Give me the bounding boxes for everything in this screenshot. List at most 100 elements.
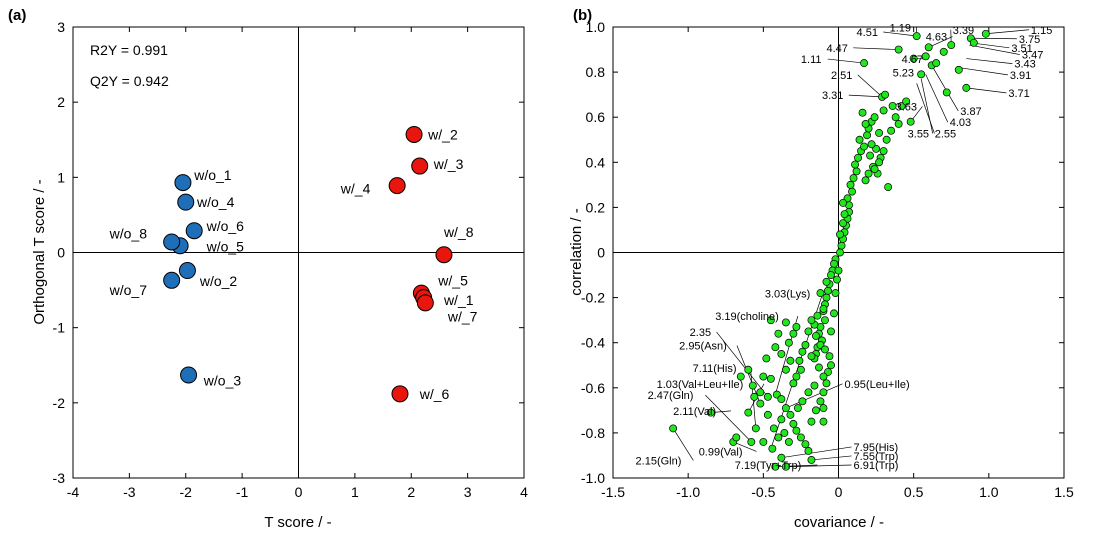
loading-point [816,289,825,298]
loading-point [768,444,777,453]
loading-point [825,352,834,361]
loading-point [860,59,869,68]
loading-point [822,277,831,286]
loading-point [827,271,835,279]
y-tick-label: 1 [57,169,65,185]
annotation-label: 4.47 [826,43,847,55]
annotation-leader [733,441,757,452]
x-tick-label: -4 [67,484,80,500]
loading-point [822,379,831,388]
annotation-leader [985,29,1029,35]
x-tick-label: 1 [351,484,359,500]
loading-point [836,230,844,239]
annotation-label: 1.03(Val+Leu+Ile) [657,379,744,391]
annotation-label: 3.39 [953,25,974,37]
x-tick-label: 0.5 [904,484,924,500]
loading-point [836,248,844,257]
annotation-label: 2.35 [690,327,711,339]
loading-point [812,331,820,340]
loading-point [827,361,835,370]
loading-point [744,365,753,374]
loading-point [807,316,816,325]
loading-point [812,406,820,415]
annotation-leader [920,78,934,134]
loading-point [858,108,867,117]
annotation-leader [785,464,852,468]
annotation-leader [848,94,883,98]
loading-point [736,372,745,381]
score-point [416,294,434,312]
score-point-label: w/_7 [447,308,478,324]
panel-b-leader-lines [672,27,1029,468]
y-tick-label: 0.2 [586,199,606,215]
x-tick-label: 0 [835,484,843,500]
loading-point [879,147,888,155]
panel-b-annotations: 1.153.753.513.473.433.91 3.71 3.39 1.19 4.51… [636,23,1053,472]
loading-point [852,167,861,176]
loading-point [819,304,828,313]
loading-point [810,381,819,390]
loading-point [861,176,870,185]
loading-point [855,135,864,144]
loading-point [669,424,678,433]
score-point [178,262,196,280]
annotation-leader [827,58,865,64]
annotation-leader [785,383,843,409]
score-point [391,385,409,403]
loading-point [863,131,872,140]
loading-point [756,388,765,397]
loading-point [884,183,893,192]
loading-point [815,363,823,372]
loading-point [894,45,903,54]
y-tick-label: -0.8 [581,425,605,441]
loading-point [906,117,915,126]
annotation-leader [966,58,1013,64]
loading-point [819,372,828,381]
annotation-label: 7.11(His) [693,363,737,375]
loading-point [887,126,896,135]
loading-point [840,210,849,219]
score-point-label: w/o_7 [109,282,148,298]
loading-point [870,165,879,174]
loading-point [962,83,971,92]
score-point [180,366,198,384]
loading-point [763,392,772,401]
loading-point [774,433,783,442]
score-point [435,246,453,264]
loading-point [777,350,786,358]
annotation-label: 3.51 [1011,43,1032,55]
loading-point [813,311,822,320]
loading-point [807,456,816,464]
loading-point [798,397,807,406]
loading-point [867,140,876,149]
score-point [185,222,203,240]
score-point-label: w/o_2 [199,273,238,289]
loading-point [879,106,888,115]
loading-point [866,151,875,160]
loading-point [801,440,810,449]
loading-point [756,399,765,408]
loading-point [793,404,802,413]
loading-point [894,120,903,128]
loading-point [804,388,813,397]
annotation-label: 5.23 [893,68,914,80]
panel-b-xlabel: covariance / - [794,514,884,531]
annotation-label: 0.95(Leu+Ile) [845,379,910,391]
loading-point [789,379,798,388]
loading-point [748,381,757,390]
annotation-leader [716,331,769,398]
loading-point [921,52,930,61]
y-tick-label: -2 [53,395,66,411]
annotation-label: 1.11 [801,54,822,66]
loading-point [789,419,798,428]
annotation-label: 2.95(Asn) [679,340,727,352]
annotation-label: 2.51 [831,70,852,82]
loading-point [777,395,786,404]
loading-point [804,446,813,455]
annotation-label: 3.03(Lys) [765,289,810,301]
loading-point [766,374,775,383]
annotation-leader [916,83,935,134]
score-point-label: w/_6 [419,386,450,402]
